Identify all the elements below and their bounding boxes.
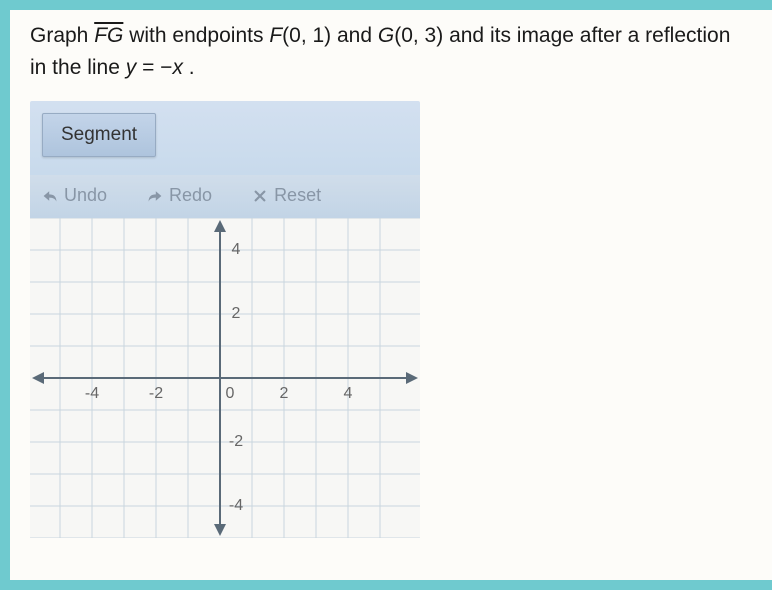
y-tick-label: -4 bbox=[229, 497, 243, 515]
eq-eq: = bbox=[136, 56, 160, 79]
point-g-coords: (0, 3) bbox=[394, 24, 443, 47]
undo-icon bbox=[42, 189, 58, 203]
redo-button[interactable]: Redo bbox=[147, 185, 212, 206]
reset-icon bbox=[252, 189, 268, 203]
segment-tool-button[interactable]: Segment bbox=[42, 113, 156, 157]
redo-label: Redo bbox=[169, 185, 212, 206]
point-f-name: F bbox=[269, 24, 282, 47]
point-g-name: G bbox=[378, 24, 394, 47]
question-container: Graph FG with endpoints F(0, 1) and G(0,… bbox=[0, 0, 772, 590]
x-tick-label: -4 bbox=[85, 385, 99, 403]
reset-button[interactable]: Reset bbox=[252, 185, 321, 206]
eq-sign: − bbox=[160, 56, 172, 79]
x-tick-label: 0 bbox=[226, 385, 235, 403]
coordinate-grid bbox=[30, 218, 420, 538]
reset-label: Reset bbox=[274, 185, 321, 206]
eq-rhs: x bbox=[172, 56, 183, 79]
text: and bbox=[331, 24, 378, 47]
y-tick-label: -2 bbox=[229, 433, 243, 451]
undo-label: Undo bbox=[64, 185, 107, 206]
text: with endpoints bbox=[123, 24, 269, 47]
graph-widget: Segment Undo Redo Reset -4 -2 0 2 4 4 2 -2 -4 bbox=[30, 101, 420, 538]
y-tick-label: 2 bbox=[232, 305, 241, 323]
eq-lhs: y bbox=[126, 56, 137, 79]
point-f-coords: (0, 1) bbox=[282, 24, 331, 47]
x-tick-label: 2 bbox=[280, 385, 289, 403]
text: . bbox=[183, 56, 195, 79]
graph-canvas[interactable]: -4 -2 0 2 4 4 2 -2 -4 bbox=[30, 218, 420, 538]
action-toolbar: Undo Redo Reset bbox=[30, 175, 420, 218]
x-tick-label: -2 bbox=[149, 385, 163, 403]
text: Graph bbox=[30, 24, 94, 47]
tool-toolbar: Segment bbox=[30, 101, 420, 175]
redo-icon bbox=[147, 189, 163, 203]
undo-button[interactable]: Undo bbox=[42, 185, 107, 206]
segment-fg: FG bbox=[94, 24, 123, 47]
y-tick-label: 4 bbox=[232, 241, 241, 259]
question-text: Graph FG with endpoints F(0, 1) and G(0,… bbox=[30, 20, 752, 83]
x-tick-label: 4 bbox=[344, 385, 353, 403]
